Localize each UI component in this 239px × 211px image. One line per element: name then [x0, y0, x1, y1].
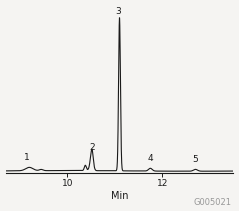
Text: 5: 5: [193, 154, 198, 164]
Text: G005021: G005021: [194, 198, 232, 207]
Text: 1: 1: [24, 153, 30, 162]
Text: 3: 3: [116, 7, 121, 16]
X-axis label: Min: Min: [111, 191, 128, 201]
Text: 4: 4: [147, 154, 153, 163]
Text: 2: 2: [89, 143, 95, 152]
